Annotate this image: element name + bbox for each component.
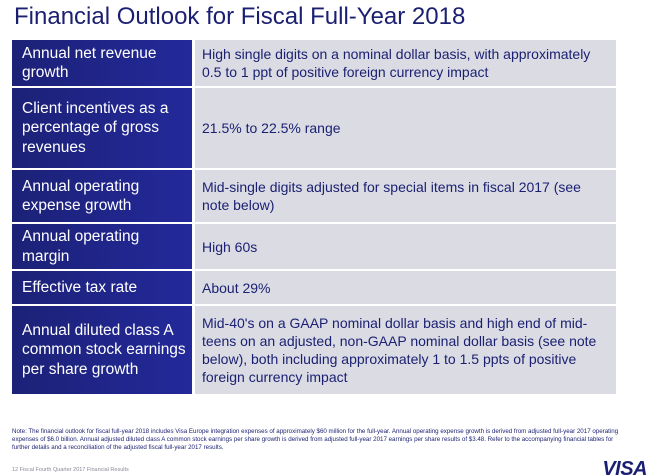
row-value: Mid-single digits adjusted for special i…	[195, 170, 616, 222]
outlook-table: Annual net revenue growth High single di…	[12, 40, 616, 396]
row-value: 21.5% to 22.5% range	[195, 88, 616, 168]
table-row-operating-margin: Annual operating margin High 60s	[12, 224, 616, 269]
row-value: Mid-40's on a GAAP nominal dollar basis …	[195, 306, 616, 394]
row-value: High 60s	[195, 224, 616, 269]
row-label: Effective tax rate	[12, 271, 192, 304]
table-row-client-incentives: Client incentives as a percentage of gro…	[12, 88, 616, 168]
row-label: Annual operating expense growth	[12, 170, 192, 222]
footnote: Note: The financial outlook for fiscal f…	[12, 428, 619, 451]
row-label: Annual net revenue growth	[12, 40, 192, 86]
table-row-eps-growth: Annual diluted class A common stock earn…	[12, 306, 616, 394]
row-label: Client incentives as a percentage of gro…	[12, 88, 192, 168]
table-row-net-revenue: Annual net revenue growth High single di…	[12, 40, 616, 86]
row-label: Annual operating margin	[12, 224, 192, 269]
row-value: High single digits on a nominal dollar b…	[195, 40, 616, 86]
table-row-operating-expense: Annual operating expense growth Mid-sing…	[12, 170, 616, 222]
visa-logo: VISA	[602, 458, 647, 475]
page-footer: 12 Fiscal Fourth Quarter 2017 Financial …	[12, 467, 129, 473]
row-label: Annual diluted class A common stock earn…	[12, 306, 192, 394]
page-title: Financial Outlook for Fiscal Full-Year 2…	[14, 3, 466, 30]
table-row-tax-rate: Effective tax rate About 29%	[12, 271, 616, 304]
row-value: About 29%	[195, 271, 616, 304]
